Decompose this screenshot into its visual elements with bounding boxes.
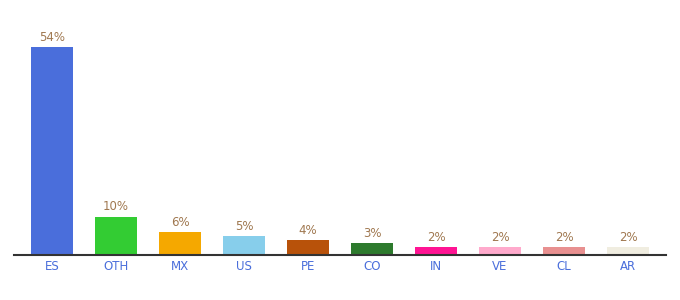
Text: 4%: 4% xyxy=(299,224,318,236)
Bar xyxy=(607,247,649,255)
Text: 2%: 2% xyxy=(491,231,509,244)
Bar xyxy=(415,247,457,255)
Bar xyxy=(223,236,265,255)
Bar xyxy=(543,247,585,255)
Text: 2%: 2% xyxy=(426,231,445,244)
Text: 3%: 3% xyxy=(362,227,381,240)
Bar xyxy=(95,217,137,255)
Text: 54%: 54% xyxy=(39,31,65,44)
Text: 2%: 2% xyxy=(555,231,573,244)
Bar xyxy=(159,232,201,255)
Bar xyxy=(351,243,393,255)
Text: 10%: 10% xyxy=(103,200,129,213)
Text: 2%: 2% xyxy=(619,231,637,244)
Bar xyxy=(31,47,73,255)
Text: 5%: 5% xyxy=(235,220,253,233)
Bar xyxy=(479,247,521,255)
Bar xyxy=(287,240,329,255)
Text: 6%: 6% xyxy=(171,216,189,229)
